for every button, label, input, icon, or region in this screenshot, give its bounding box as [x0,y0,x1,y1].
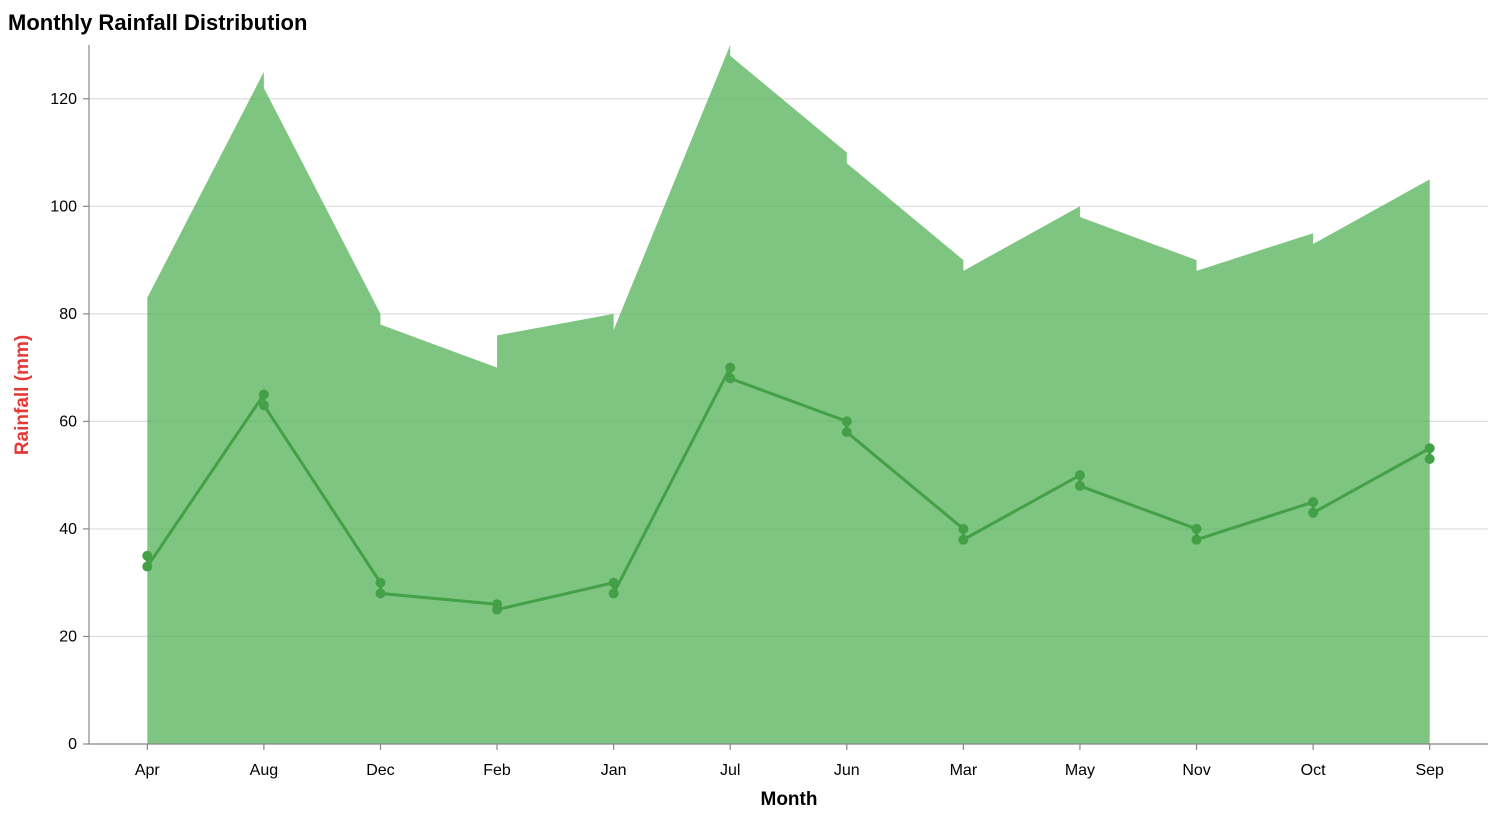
x-tick-label-nov: Nov [1182,762,1210,779]
data-point-aug-b [258,400,269,411]
y-axis-title: Rainfall (mm) [12,335,33,455]
data-point-feb-b [492,604,503,615]
x-tick-label-aug: Aug [250,762,278,779]
chart-title: Monthly Rainfall Distribution [8,10,307,35]
data-point-jul-b [725,373,736,384]
axis-layer: 0 20 40 60 80 100 120 Apr Aug Dec Feb Jan Jul Jun Mar M… [50,45,1488,779]
rainfall-range-area [147,45,1430,744]
area-layer [147,45,1430,744]
minimum-rainfall-line [145,366,1432,612]
x-tick-label-feb: Feb [483,762,511,779]
data-point-nov-b [1191,534,1202,545]
x-tick-label-mar: Mar [950,762,978,779]
x-tick-label-jun: Jun [834,762,860,779]
x-tick-label-sep: Sep [1415,762,1444,779]
data-point-jan-a [608,577,619,588]
line-layer [145,366,1432,612]
y-tick-label-100: 100 [50,198,77,215]
y-tick-label-80: 80 [59,306,77,323]
data-point-aug-a [258,389,269,400]
data-point-dec-b [375,588,386,599]
x-tick-label-apr: Apr [135,762,161,779]
data-point-jun-a [841,416,852,427]
data-point-sep-b [1424,454,1435,465]
x-tick-label-may: May [1065,762,1095,779]
data-point-dec-a [375,577,386,588]
data-point-may-b [1074,480,1085,491]
y-tick-label-0: 0 [68,736,77,753]
y-tick-label-120: 120 [50,91,77,108]
x-tick-label-dec: Dec [366,762,394,779]
x-tick-label-jul: Jul [720,762,740,779]
data-point-jul-a [725,362,736,373]
data-point-nov-a [1191,523,1202,534]
data-point-oct-a [1308,497,1319,508]
y-tick-label-20: 20 [59,628,77,645]
data-point-may-a [1074,470,1085,481]
data-point-mar-a [958,523,969,534]
data-point-jun-b [841,427,852,438]
x-tick-label-oct: Oct [1301,762,1326,779]
x-axis-title: Month [761,789,818,810]
point-layer [142,362,1435,615]
data-point-sep-a [1424,443,1435,454]
data-point-mar-b [958,534,969,545]
x-tick-label-jan: Jan [601,762,627,779]
data-point-apr-a [142,550,153,561]
y-tick-label-40: 40 [59,521,77,538]
data-point-apr-b [142,561,153,572]
data-point-jan-b [608,588,619,599]
y-tick-label-60: 60 [59,413,77,430]
data-point-oct-b [1308,507,1319,518]
